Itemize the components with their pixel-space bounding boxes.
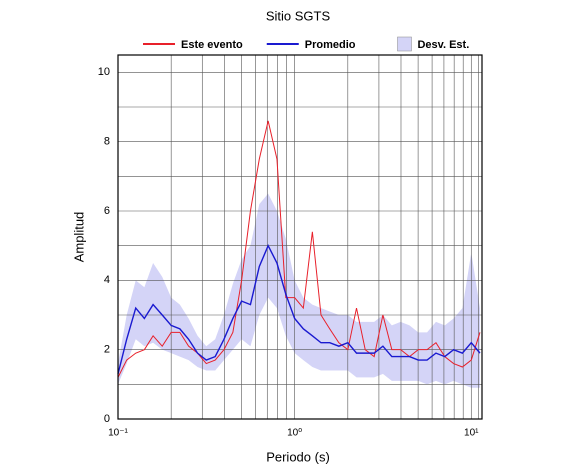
y-tick-label: 8 [104,136,110,148]
chart-title: Sitio SGTS [266,8,331,23]
plot-frame [117,54,483,420]
x-tick-label: 10⁻¹ [108,428,128,439]
x-axis-title: Periodo (s) [266,449,330,464]
x-tick-label: 10⁰ [287,428,302,439]
legend-label: Promedio [305,39,356,51]
y-tick-label: 0 [104,413,110,425]
y-tick-label: 10 [98,66,110,78]
std-band [118,193,480,388]
y-tick-label: 2 [104,344,110,356]
series-line [117,120,481,378]
y-axis-title: Amplitud [71,212,86,263]
y-tick-label: 4 [104,274,110,286]
legend-label: Desv. Est. [417,39,469,51]
legend-swatch [397,36,412,52]
series-line [117,244,481,375]
legend-label: Este evento [181,39,243,51]
y-tick-label: 6 [104,205,110,217]
x-tick-label: 10¹ [464,428,479,439]
